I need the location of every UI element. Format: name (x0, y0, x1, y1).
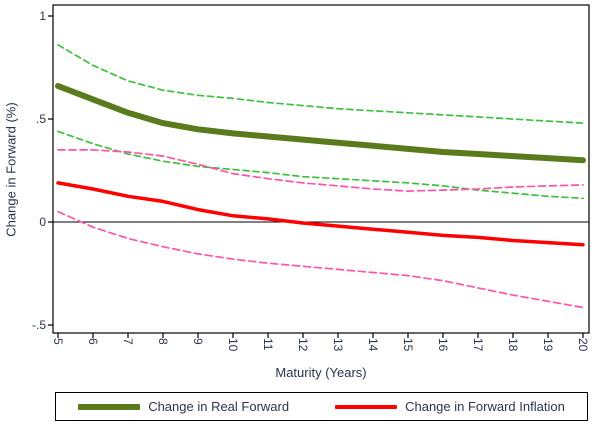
x-tick-label: 15 (401, 338, 415, 352)
legend-swatch-real-forward (78, 403, 141, 410)
legend-label-forward-inflation: Change in Forward Inflation (405, 399, 565, 414)
x-tick-label: 20 (576, 338, 590, 352)
series-forward-inflation-upper-ci (57, 149, 584, 192)
x-tick-label: 18 (506, 338, 520, 352)
x-tick-label: 5 (51, 338, 65, 345)
x-tick-label: 13 (331, 338, 345, 352)
legend-entry-real-forward: Change in Real Forward (78, 399, 289, 414)
series-real-forward-lower-ci (57, 130, 584, 200)
plot-frame (52, 4, 590, 334)
series-change-in-real-forward (55, 83, 586, 164)
legend-label-real-forward: Change in Real Forward (148, 399, 290, 414)
y-axis-title: Change in Forward (%) (3, 102, 19, 237)
x-tick-label: 14 (366, 338, 380, 352)
x-tick-label: 16 (436, 338, 450, 352)
x-tick-label: 12 (296, 338, 310, 352)
x-tick-label: 11 (261, 338, 275, 351)
legend: Change in Real Forward Change in Forward… (55, 392, 588, 421)
x-tick-label: 7 (121, 338, 135, 345)
x-tick-label: 10 (226, 338, 240, 352)
y-tick-label: 1 (39, 9, 46, 23)
series-change-in-forward-inflation (56, 181, 585, 247)
y-tick-label: .5 (35, 112, 46, 126)
legend-swatch-forward-inflation (335, 404, 398, 409)
series-forward-inflation-lower-ci (57, 210, 584, 309)
x-tick-label: 19 (541, 338, 555, 352)
x-tick-label: 8 (156, 338, 170, 345)
x-tick-label: 17 (471, 338, 485, 352)
x-axis-title: Maturity (Years) (275, 365, 367, 380)
y-tick-label: 0 (39, 215, 46, 229)
plot-area (48, 4, 590, 338)
legend-entry-forward-inflation: Change in Forward Inflation (335, 399, 565, 414)
x-tick-label: 9 (191, 338, 205, 345)
series-real-forward-upper-ci (57, 43, 584, 124)
x-tick-label: 6 (86, 338, 100, 345)
y-tick-label: -.5 (31, 318, 46, 332)
